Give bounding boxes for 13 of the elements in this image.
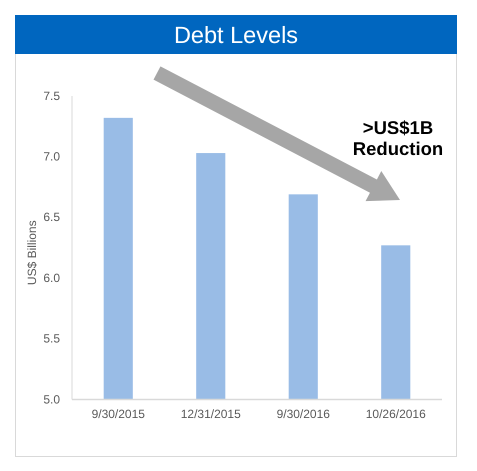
chart-title: Debt Levels (174, 22, 298, 48)
y-tick-label: 7.0 (43, 150, 60, 164)
x-tick-label: 12/31/2015 (180, 407, 242, 422)
x-tick-label: 9/30/2015 (92, 407, 146, 422)
annotation: >US$1B Reduction (352, 117, 444, 159)
y-axis-title: US$ Billions (25, 220, 39, 286)
x-tick-label: 10/26/2016 (366, 407, 426, 422)
y-tick-label: 6.0 (43, 270, 60, 285)
y-tick-label: 6.5 (43, 210, 60, 224)
y-tick-label: 5.0 (43, 392, 60, 406)
y-tick-label: 5.5 (43, 332, 60, 346)
x-tick-label: 9/30/2016 (276, 407, 330, 422)
y-tick-label: 7.5 (43, 88, 60, 103)
